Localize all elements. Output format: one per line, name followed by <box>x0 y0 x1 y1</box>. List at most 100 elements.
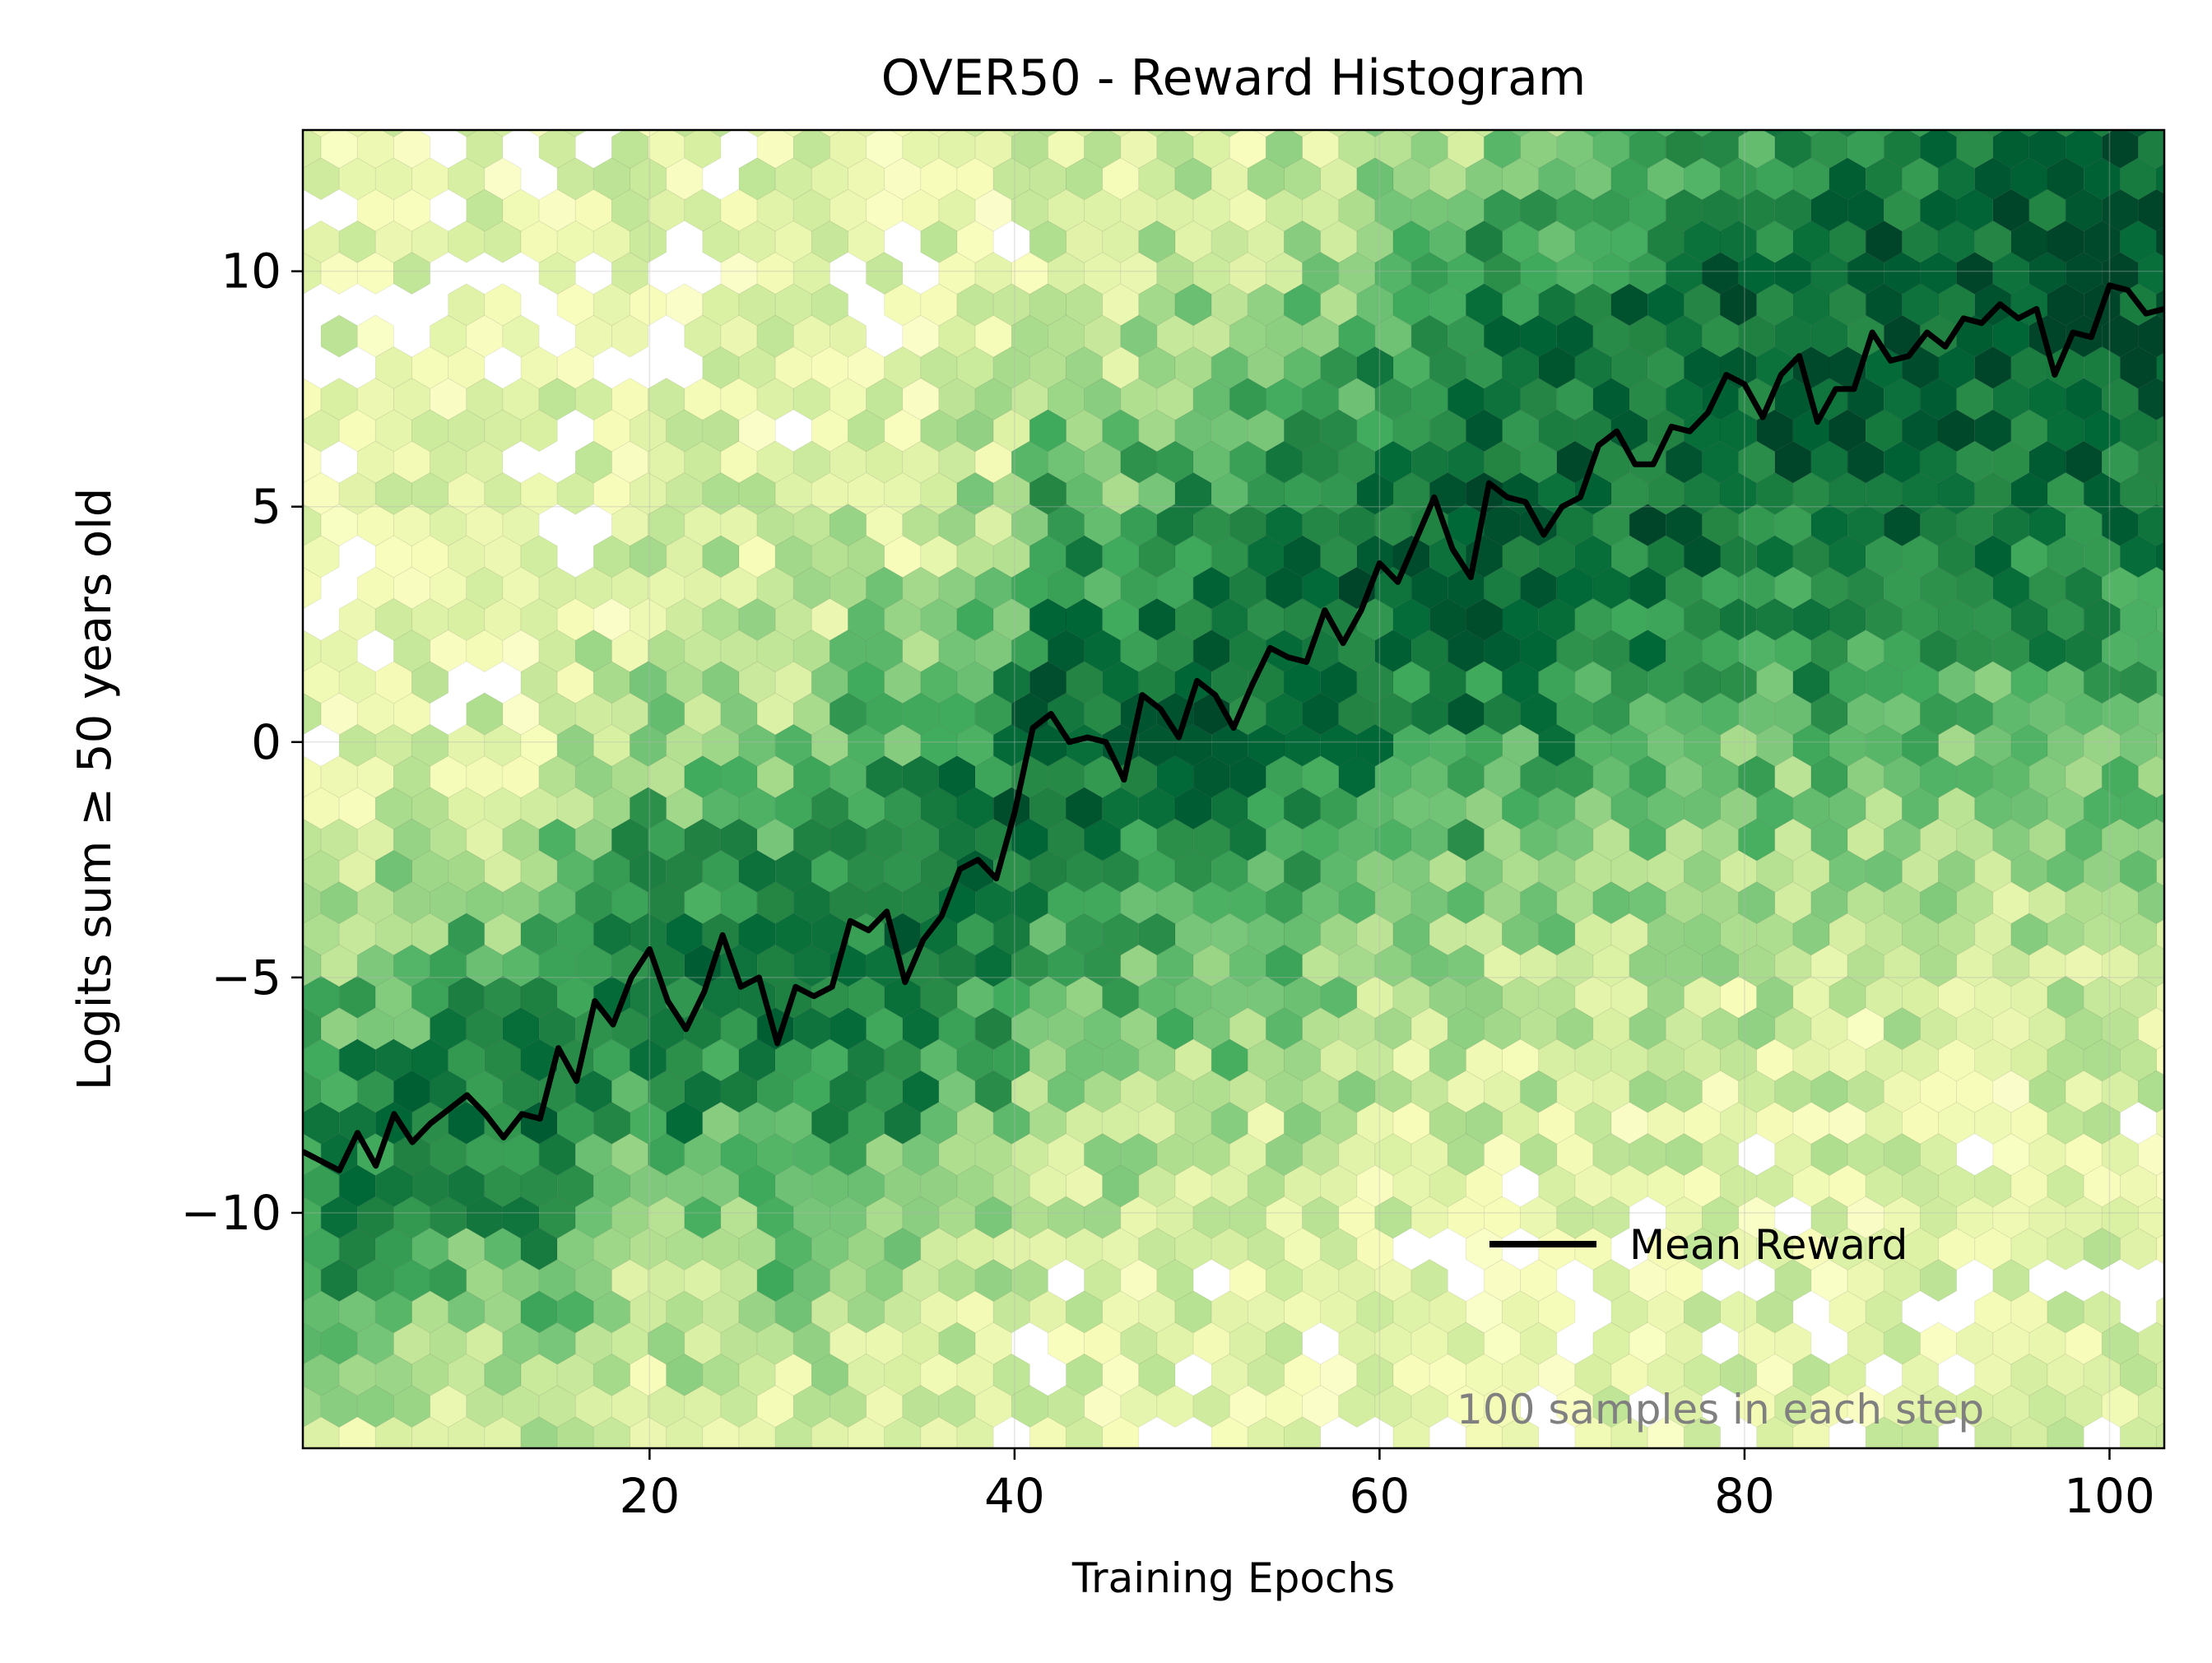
hexbin-cell <box>1362 130 1388 137</box>
hexbin-cell <box>744 130 770 137</box>
hexbin-cell <box>2156 792 2164 824</box>
hexbin-cell <box>999 130 1025 137</box>
hexbin-cell <box>2175 1386 2211 1428</box>
x-tick-label: 20 <box>619 1468 680 1524</box>
hexbin-cell <box>484 283 522 327</box>
hexbin-cell <box>1429 1447 1430 1448</box>
hexbin-cell <box>2156 1233 2164 1265</box>
hexbin-cell <box>1973 1447 1976 1448</box>
x-tick-label: 40 <box>984 1468 1045 1524</box>
hexbin-cell <box>303 797 304 820</box>
y-tick-label: −10 <box>181 1185 281 1241</box>
hexbin-cell <box>2156 856 2164 887</box>
y-tick-label: −5 <box>211 950 282 1006</box>
hexbin-cell <box>303 1363 304 1386</box>
hexbin-cell <box>345 130 370 137</box>
hexbin-cell <box>1580 130 1606 137</box>
hexbin-cell <box>2156 415 2164 446</box>
hexbin-cell <box>1071 130 1097 137</box>
y-axis-ticks: −10 −5 0 5 10 <box>181 244 303 1241</box>
hexbin-cell <box>249 819 285 861</box>
hexbin-cell <box>1471 130 1497 137</box>
hexbin-cell <box>447 1447 449 1448</box>
hexbin-cell <box>1683 1447 1685 1448</box>
hexbin-cell <box>2175 1071 2211 1113</box>
hexbin-cell <box>1871 130 1897 137</box>
hexbin-cell <box>2175 504 2211 546</box>
hexbin-cell <box>1144 130 1170 137</box>
hexbin-cell <box>267 95 303 137</box>
hexbin-cell <box>2175 756 2211 798</box>
hexbin-cell <box>1980 130 2005 137</box>
hexbin-cell <box>2175 379 2211 420</box>
hexbin-cell <box>2047 1447 2048 1448</box>
hexbin-cell <box>1908 130 1933 137</box>
hexbin-cell <box>1217 130 1243 137</box>
hexbin-cell <box>920 1447 922 1448</box>
y-tick-label: 5 <box>251 479 281 535</box>
hexbin-cell <box>490 130 516 137</box>
hexbin-cell <box>817 130 843 137</box>
x-tick-label: 60 <box>1350 1468 1410 1524</box>
hexbin-cell <box>1762 130 1787 137</box>
hexbin-cell <box>303 440 322 484</box>
hexbin-cell <box>393 130 430 169</box>
hexbin-cell <box>303 1447 304 1448</box>
hexbin-cell <box>2016 130 2042 137</box>
hexbin-cell <box>303 860 304 882</box>
hexbin-cell <box>249 567 285 609</box>
hexbin-cell <box>592 1447 595 1448</box>
hexbin-cell <box>1610 1447 1612 1448</box>
x-tick-label: 80 <box>1714 1468 1775 1524</box>
y-axis-label: Logits sum ≥ 50 years old <box>68 488 122 1091</box>
y-tick-label: 0 <box>251 714 281 770</box>
hexbin-cell <box>374 1447 377 1448</box>
y-tick-label: 10 <box>221 244 281 300</box>
legend-label: Mean Reward <box>1629 1221 1908 1269</box>
hexbin-cell <box>2175 1260 2211 1302</box>
chart-title: OVER50 - Reward Histogram <box>881 49 1587 107</box>
hexbin-cell <box>303 671 304 694</box>
hexbin-cell <box>708 130 734 137</box>
hexbin-cell <box>2156 1044 2164 1075</box>
hexbin-cell <box>303 1427 304 1448</box>
hexbin-cell <box>1290 130 1315 137</box>
hexbin-cell <box>2175 882 2211 924</box>
hexbin-cell <box>1616 130 1643 137</box>
hexbin-cell <box>1319 1447 1322 1448</box>
legend: Mean Reward <box>1489 1221 1908 1269</box>
hexbin-cell <box>2083 1290 2121 1334</box>
hexbin-cell <box>672 130 697 137</box>
hexbin-cell <box>1410 1259 1448 1302</box>
hexbin-cell <box>2175 1322 2211 1364</box>
hexbin-cell <box>2156 541 2164 572</box>
hexbin-cell <box>2175 1196 2211 1238</box>
hexbin-cell <box>249 1134 285 1176</box>
x-axis-label: Training Epochs <box>1071 1554 1395 1602</box>
hexbin-cell <box>338 1447 340 1448</box>
hexbin-cell <box>2052 130 2079 137</box>
hexbin-cell <box>1647 1447 1648 1448</box>
hexbin-cell <box>308 130 334 137</box>
hexbin-cell <box>1689 130 1715 137</box>
hexbin-cell <box>249 630 285 672</box>
hexbin-cell <box>1901 1447 1903 1448</box>
plot-frame <box>301 128 2166 1450</box>
hexbin-cell <box>2126 130 2151 137</box>
hexbin-cell <box>2089 130 2115 137</box>
hexbin-cell <box>1174 1447 1176 1448</box>
hexbin-cell <box>1035 130 1061 137</box>
hexbin-cell <box>883 1447 885 1448</box>
hexbin-cell <box>2156 226 2164 258</box>
hexbin-cell <box>2175 189 2211 231</box>
hexbin-cell <box>249 127 285 169</box>
hexbin-cell <box>2175 819 2211 861</box>
hexbin-cell <box>2137 130 2164 169</box>
hexbin-cell <box>249 1448 285 1490</box>
hexbin-cell <box>1108 130 1133 137</box>
hexbin-cell <box>956 1447 958 1448</box>
hexbin-cell <box>1508 130 1533 137</box>
hexbin-cell <box>2156 1170 2164 1201</box>
hexbin-cell <box>303 1112 304 1134</box>
